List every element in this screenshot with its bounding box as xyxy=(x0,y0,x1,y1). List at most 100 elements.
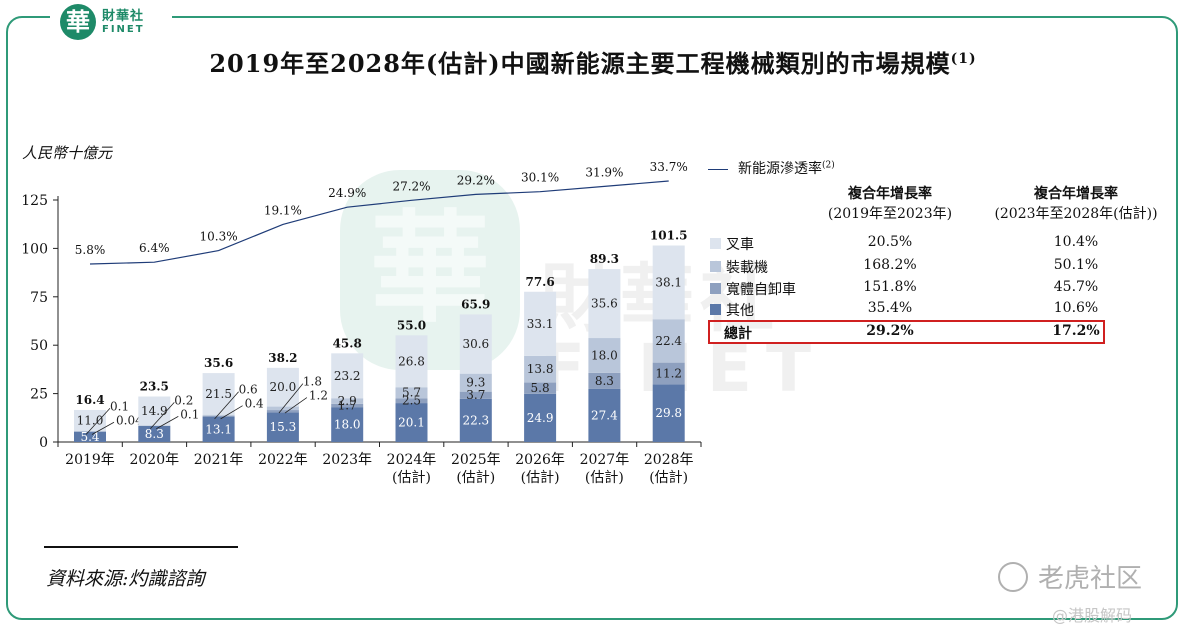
bar-segment xyxy=(459,314,492,374)
bar-segment xyxy=(202,373,235,415)
finet-logo: 華 財華社 FINET xyxy=(50,0,172,44)
total-label: 65.9 xyxy=(461,297,490,311)
data-label: 0.1 xyxy=(110,399,129,413)
total-label: 101.5 xyxy=(650,228,688,242)
legend-swatch-loader xyxy=(710,261,721,272)
handle-watermark: @港股解码 xyxy=(1052,606,1133,625)
y-tick-label: 50 xyxy=(30,338,48,354)
total-label: 55.0 xyxy=(397,318,426,332)
bar-segment xyxy=(588,372,621,389)
cagr-total-a: 29.2% xyxy=(866,323,914,339)
bar-segment xyxy=(266,367,299,407)
legend-swatch-other xyxy=(710,304,721,315)
y-tick-label: 100 xyxy=(21,241,48,257)
x-tick-label: (估計) xyxy=(585,470,624,486)
penetration-legend-note: (2) xyxy=(822,160,835,171)
cagr-header-2023-2028: 複合年增長率 (2023年至2028年(估計)) xyxy=(976,184,1176,224)
total-label: 77.6 xyxy=(525,275,554,289)
bar-segment xyxy=(652,319,685,363)
total-label: 16.4 xyxy=(75,393,104,407)
bar-segment xyxy=(202,416,235,442)
data-label: 0.6 xyxy=(239,383,258,397)
bar-segment xyxy=(395,335,428,388)
data-label: 0.4 xyxy=(245,397,264,411)
bar-segment xyxy=(524,291,557,356)
source-divider xyxy=(44,546,238,548)
x-tick-label: (估計) xyxy=(649,470,688,486)
leader-line xyxy=(91,421,115,435)
bar-segment xyxy=(395,387,428,399)
chart-frame xyxy=(6,16,1178,620)
chart-title-text: 2019年至2028年(估計)中國新能源主要工程機械類別的市場規模 xyxy=(209,49,951,78)
data-label: 33.1 xyxy=(527,317,554,331)
row-label-forklift: 叉車 xyxy=(726,237,754,253)
legend-swatch-forklift xyxy=(710,238,721,249)
x-tick-label: 2025年 xyxy=(451,452,501,468)
data-label: 2.5 xyxy=(402,394,421,408)
bar-segment xyxy=(331,353,364,399)
data-label: 1.8 xyxy=(303,375,322,389)
data-label: 11.2 xyxy=(655,366,682,380)
leader-line xyxy=(278,383,304,414)
x-tick-label: 2026年 xyxy=(515,452,565,468)
x-tick-label: 2022年 xyxy=(258,452,308,468)
data-label: 23.2 xyxy=(334,369,361,383)
bar-segment xyxy=(588,269,621,339)
leader-line xyxy=(85,408,111,435)
leader-line xyxy=(284,397,308,414)
cagr-wide-body-a: 151.8% xyxy=(863,279,917,295)
bar-segment xyxy=(652,362,685,385)
legend-swatch-wide-body xyxy=(710,283,721,294)
leader-line xyxy=(156,416,179,430)
data-label: 21.5 xyxy=(205,387,232,401)
data-label: 18.0 xyxy=(591,348,618,362)
logo-en: FINET xyxy=(102,23,145,35)
total-label: 35.6 xyxy=(204,356,233,370)
penetration-label: 5.8% xyxy=(75,243,106,257)
bar-segment xyxy=(395,403,428,442)
total-label: 45.8 xyxy=(333,336,362,350)
data-label: 0.2 xyxy=(174,393,193,407)
cagr-header-2019-2023-line2: (2019年至2023年) xyxy=(827,206,953,222)
data-label: 14.9 xyxy=(141,404,168,418)
total-label: 23.5 xyxy=(140,380,169,394)
penetration-legend: 新能源滲透率(2) xyxy=(708,158,835,178)
data-label: 22.3 xyxy=(462,413,489,427)
data-label: 1.2 xyxy=(309,389,328,403)
penetration-label: 24.9% xyxy=(328,186,366,200)
bar-segment xyxy=(652,245,685,320)
x-tick-label: (估計) xyxy=(521,470,560,486)
bar-segment xyxy=(266,410,299,413)
y-tick-label: 75 xyxy=(30,290,48,306)
data-label: 3.7 xyxy=(466,388,485,402)
y-tick-label: 25 xyxy=(30,387,48,403)
tiger-logo-icon xyxy=(998,561,1028,592)
data-label: 0.04 xyxy=(116,413,143,427)
penetration-label: 19.1% xyxy=(264,203,302,217)
bar-segment xyxy=(74,409,106,432)
bar-segment xyxy=(202,415,235,417)
bar-segment xyxy=(331,407,364,442)
x-tick-label: 2028年 xyxy=(644,452,694,468)
cagr-wide-body-b: 45.7% xyxy=(1053,279,1099,295)
y-tick-label: 125 xyxy=(21,193,48,209)
total-label: 89.3 xyxy=(590,252,619,266)
row-label-total: 總計 xyxy=(724,326,752,342)
data-label: 11.0 xyxy=(77,414,104,428)
cagr-total-b: 17.2% xyxy=(1052,323,1100,339)
x-tick-label: 2023年 xyxy=(322,452,372,468)
bar-segment xyxy=(331,398,364,404)
bar-segment xyxy=(331,403,364,408)
row-label-loader: 裝載機 xyxy=(726,260,768,276)
data-label: 24.9 xyxy=(527,411,554,425)
penetration-label: 6.4% xyxy=(139,241,170,255)
x-tick-label: (估計) xyxy=(456,470,495,486)
bar-segment xyxy=(524,393,557,442)
data-label: 26.8 xyxy=(398,354,425,368)
logo-seal: 華 xyxy=(60,4,96,40)
penetration-label: 31.9% xyxy=(585,165,623,179)
cagr-other-a: 35.4% xyxy=(867,300,913,316)
bar-segment xyxy=(652,384,685,442)
title-note: (1) xyxy=(950,51,977,67)
